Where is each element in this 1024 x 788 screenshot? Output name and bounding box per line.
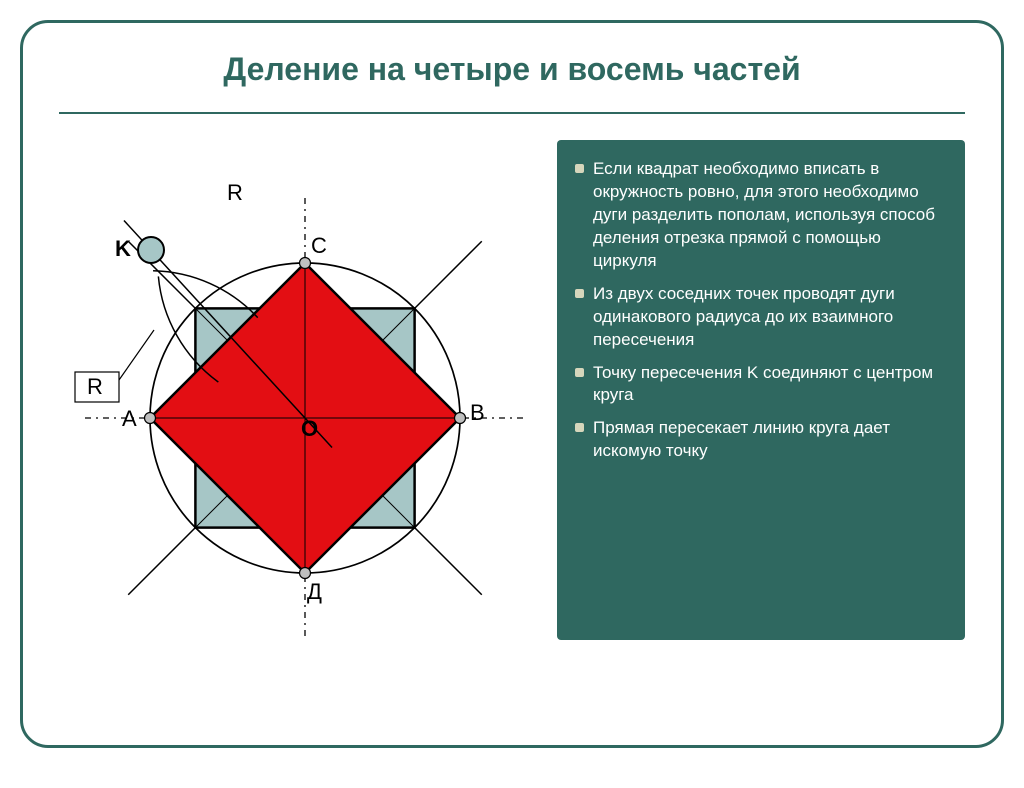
bullet-list: Если квадрат необходимо вписать в окружн… xyxy=(571,158,945,463)
svg-text:О: О xyxy=(301,416,318,441)
svg-text:С: С xyxy=(311,233,327,258)
content-row: А В С Д K О R R Если квадрат необходимо вписать… xyxy=(59,140,965,640)
geometry-diagram: А В С Д K О R R xyxy=(59,140,529,640)
slide-frame: Деление на четыре и восемь частей А В С Д K О… xyxy=(20,20,1004,748)
bullet-item: Если квадрат необходимо вписать в окружн… xyxy=(571,158,945,273)
slide-title: Деление на четыре и восемь частей xyxy=(59,51,965,88)
svg-text:А: А xyxy=(122,406,137,431)
bullet-item: Прямая пересекает линию круга дает иском… xyxy=(571,417,945,463)
svg-text:K: K xyxy=(115,236,131,261)
text-panel: Если квадрат необходимо вписать в окружн… xyxy=(557,140,965,640)
bullet-item: Точку пересечения K соединяют с центром … xyxy=(571,362,945,408)
diagram-svg: А В С Д K О R R xyxy=(59,140,529,640)
svg-text:Д: Д xyxy=(307,579,322,604)
svg-text:В: В xyxy=(470,400,485,425)
svg-text:R: R xyxy=(227,180,243,205)
svg-text:R: R xyxy=(87,374,103,399)
bullet-item: Из двух соседних точек проводят дуги оди… xyxy=(571,283,945,352)
title-rule xyxy=(59,112,965,114)
